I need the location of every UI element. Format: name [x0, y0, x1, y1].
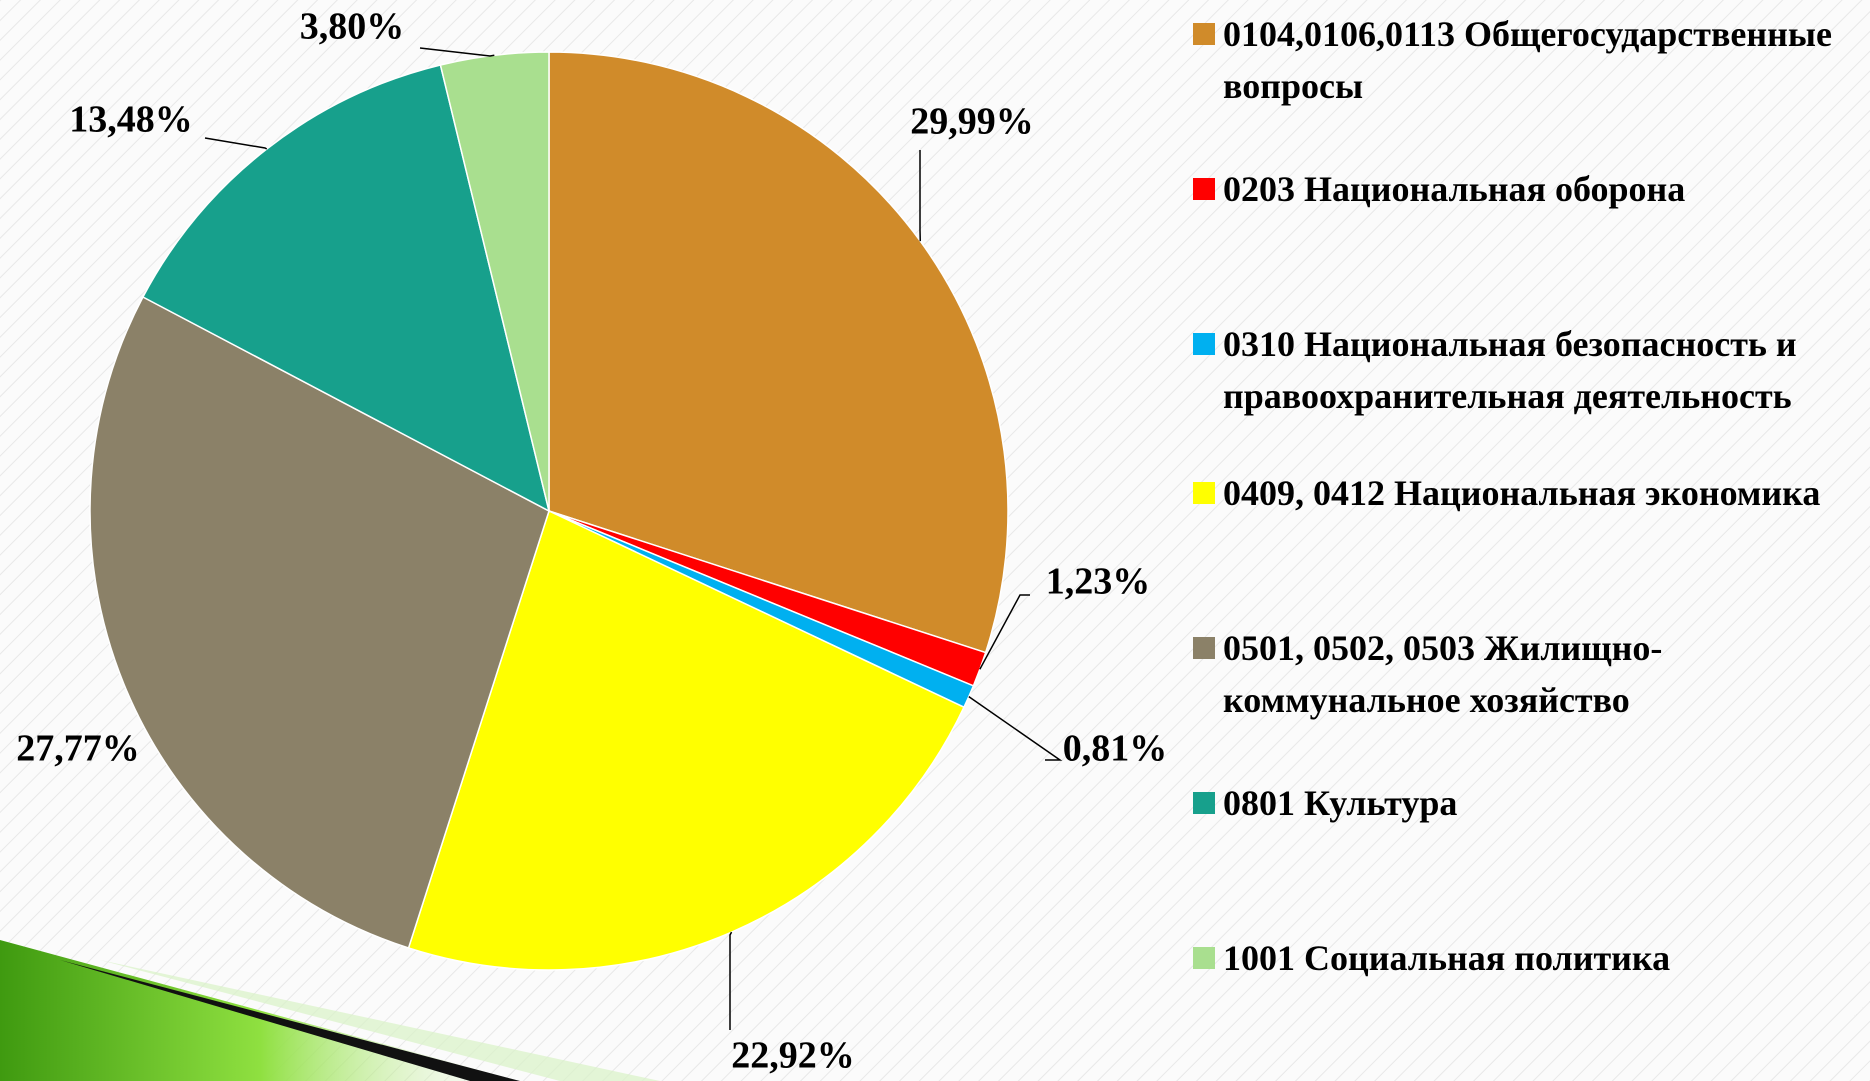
legend-label: 0409, 0412 Национальная экономика	[1223, 473, 1820, 513]
legend-label: 0203 Национальная оборона	[1223, 169, 1685, 209]
page: {"chart_data": {"type": "pie", "categori…	[0, 0, 1870, 1081]
legend-item: 0409, 0412 Национальная экономика	[1193, 467, 1863, 519]
legend-item: 0104,0106,0113 Общегосударственные вопро…	[1193, 8, 1863, 112]
legend-item: 0801 Культура	[1193, 777, 1863, 829]
legend-swatch	[1193, 178, 1215, 200]
legend-item: 1001 Социальная политика	[1193, 932, 1863, 984]
legend-swatch	[1193, 333, 1215, 355]
legend-swatch	[1193, 482, 1215, 504]
legend-label: 0801 Культура	[1223, 783, 1457, 823]
data-label: 22,92%	[731, 1035, 855, 1077]
legend-item: 0501, 0502, 0503 Жилищно-коммунальное хо…	[1193, 622, 1863, 726]
legend-label: 0104,0106,0113 Общегосударственные вопро…	[1223, 14, 1832, 106]
data-label: 1,23%	[1046, 561, 1151, 603]
legend-label: 0310 Национальная безопасность и правоох…	[1223, 324, 1797, 416]
data-label: 27,77%	[16, 728, 140, 770]
legend-swatch	[1193, 637, 1215, 659]
data-label: 3,80%	[300, 6, 405, 48]
legend-item: 0310 Национальная безопасность и правоох…	[1193, 318, 1863, 422]
legend-item: 0203 Национальная оборона	[1193, 163, 1863, 215]
legend-label: 0501, 0502, 0503 Жилищно-коммунальное хо…	[1223, 628, 1662, 720]
data-label: 13,48%	[69, 99, 193, 141]
legend-label: 1001 Социальная политика	[1223, 938, 1670, 978]
legend-swatch	[1193, 792, 1215, 814]
data-label: 29,99%	[910, 101, 1034, 143]
data-label: 0,81%	[1063, 728, 1168, 770]
legend-swatch	[1193, 23, 1215, 45]
legend-swatch	[1193, 947, 1215, 969]
